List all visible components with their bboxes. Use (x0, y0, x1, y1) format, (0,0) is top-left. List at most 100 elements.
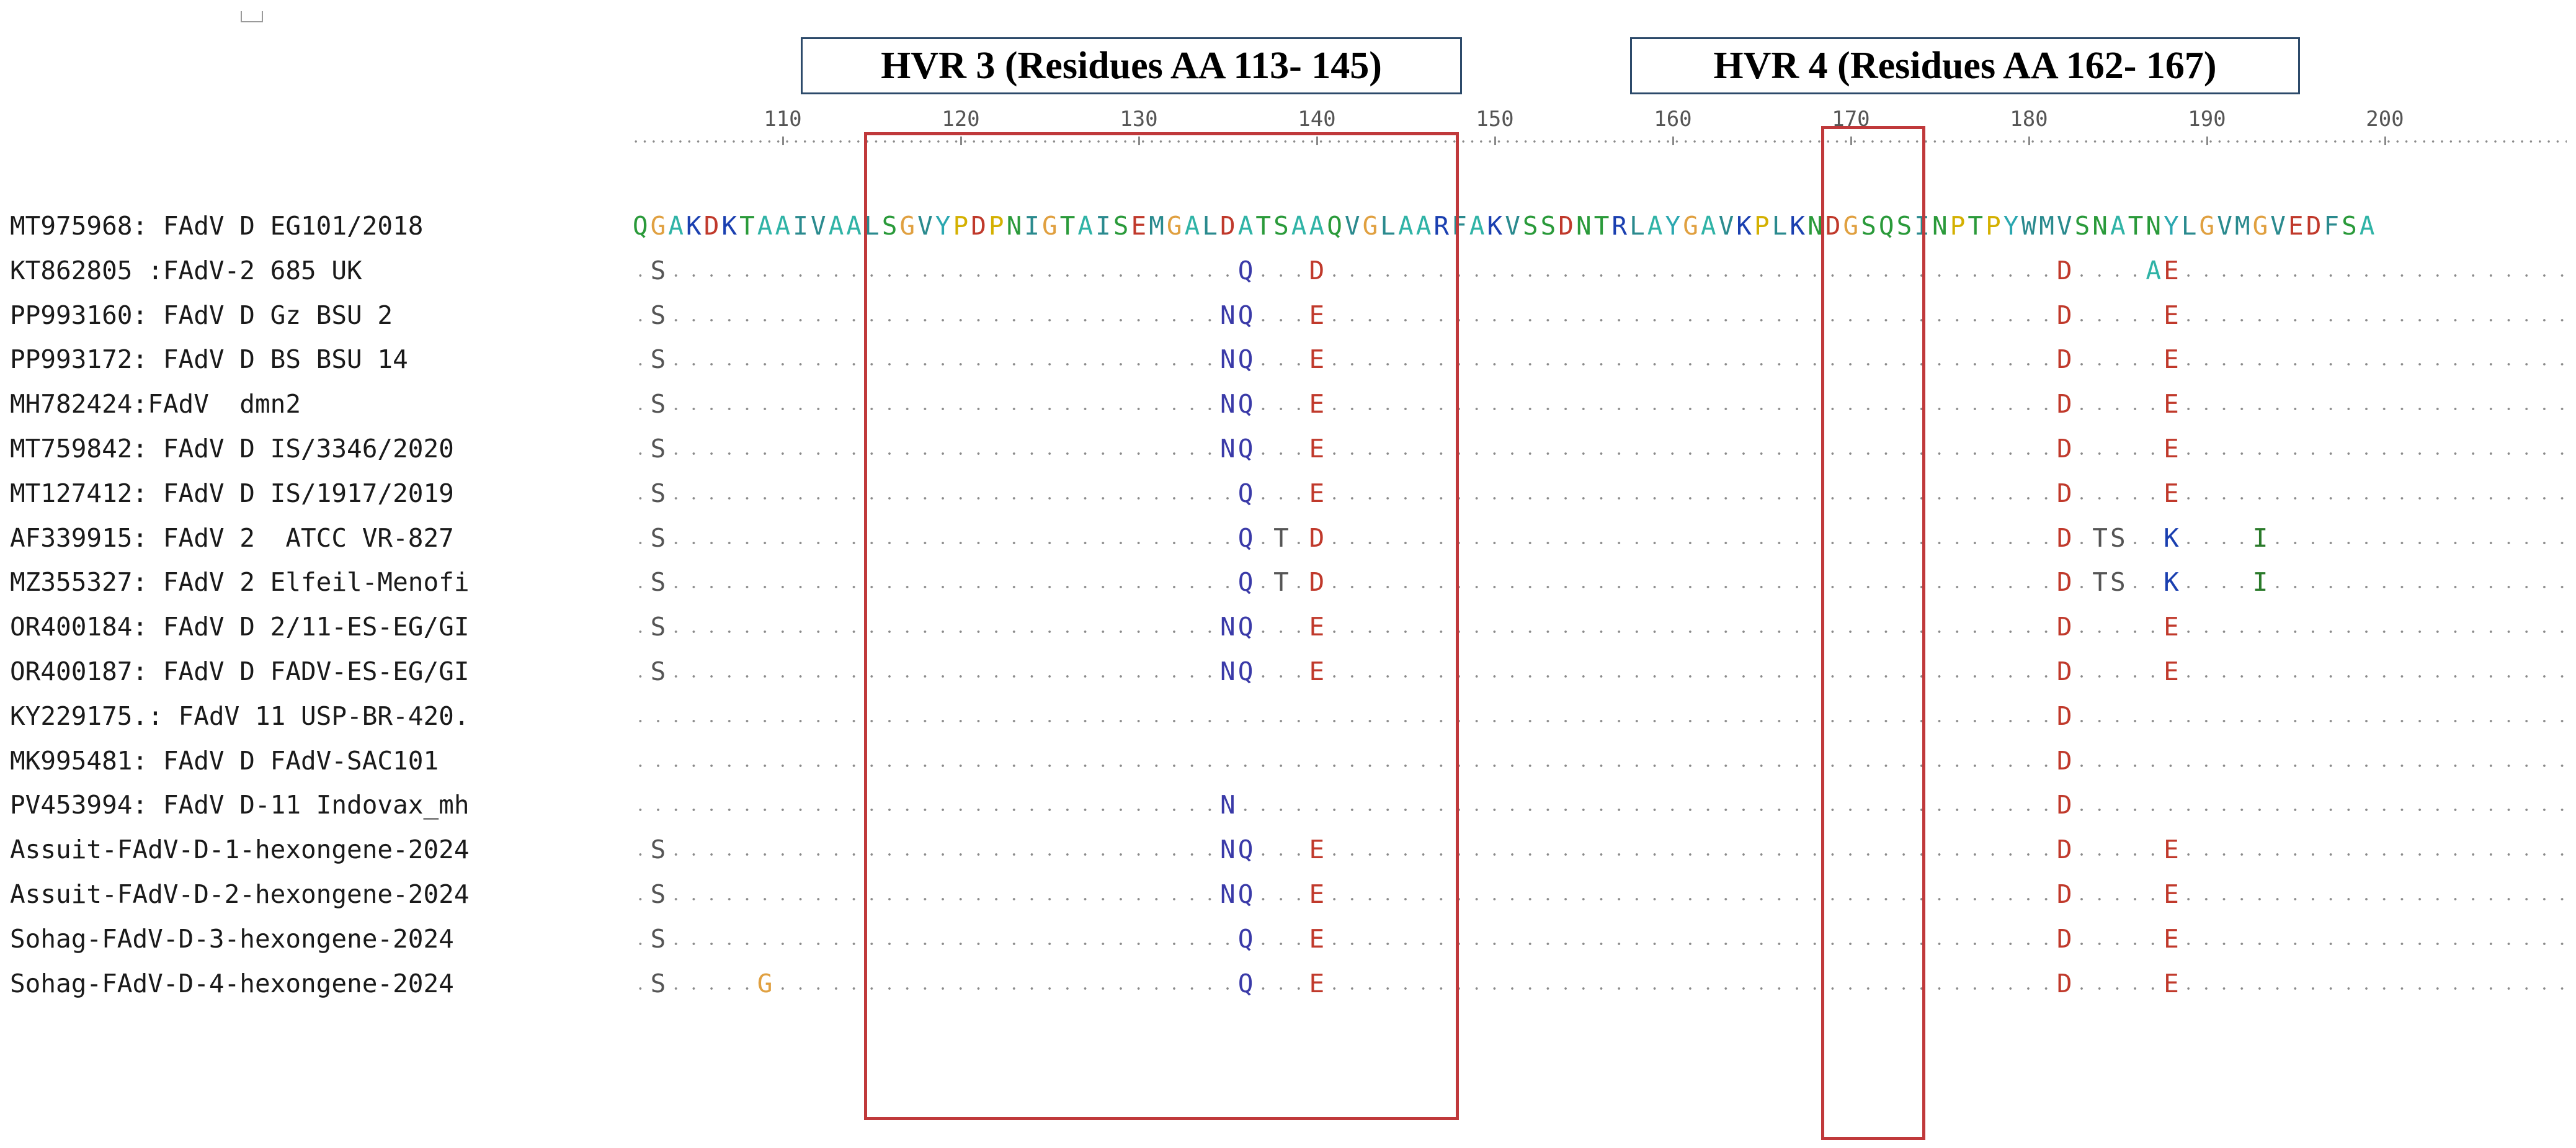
residue: A (1398, 211, 1414, 241)
residue: V (1718, 211, 1734, 241)
residue: G (1166, 211, 1182, 241)
residue: E (1309, 434, 1325, 464)
identity-dots (631, 809, 2574, 812)
residue: Y (2003, 211, 2019, 241)
residue: S (650, 434, 666, 464)
residue: N (1006, 211, 1022, 241)
residue: T (1255, 211, 1272, 241)
sequence-name: Assuit-FAdV-D-2-hexongene-2024 (10, 879, 470, 909)
dot-mask (2056, 673, 2074, 679)
residue: N (2146, 211, 2162, 241)
residue: Q (1237, 657, 1254, 686)
residue: E (1309, 835, 1325, 865)
dot-mask (1308, 451, 1326, 457)
dot-mask (649, 584, 667, 591)
position-ruler (631, 140, 2567, 143)
residue: Y (2164, 211, 2179, 241)
dot-mask (2056, 940, 2074, 947)
residue: S (2110, 522, 2126, 553)
identity-dots (631, 363, 2574, 366)
dot-mask (2056, 985, 2074, 992)
residue: E (2164, 612, 2179, 642)
sequence-name: PV453994: FAdV D-11 Indovax_mh (10, 790, 470, 820)
residue: D (2056, 389, 2072, 419)
dot-mask (2162, 361, 2180, 368)
dot-mask (649, 316, 667, 323)
dot-mask (1236, 851, 1255, 858)
dot-mask (2251, 584, 2270, 591)
residue: T (2128, 211, 2144, 241)
dot-mask (2162, 851, 2180, 858)
dot-mask (2056, 539, 2074, 546)
ruler-tick (2028, 137, 2030, 145)
identity-dots (631, 586, 2574, 589)
identity-dots (631, 496, 2574, 500)
dot-mask (1219, 451, 1237, 457)
residue: M (1149, 211, 1164, 241)
ruler-tick-label: 140 (1298, 107, 1336, 132)
residue: D (2306, 211, 2322, 241)
residue: S (1113, 211, 1129, 241)
sequence-name: OR400184: FAdV D 2/11-ES-EG/GI (10, 612, 470, 642)
residue: N (1220, 434, 1236, 464)
identity-dots (631, 942, 2574, 945)
residue: E (1309, 300, 1325, 330)
dot-mask (1219, 896, 1237, 902)
dot-mask (649, 451, 667, 457)
residue: I (1914, 211, 1930, 241)
dot-mask (1308, 584, 1326, 591)
residue: S (2342, 211, 2357, 241)
sequence-name: KY229175.: FAdV 11 USP-BR-420. (10, 701, 470, 731)
dot-mask (1219, 673, 1237, 679)
hvr3-region-box (864, 132, 1459, 1120)
residue: S (650, 389, 666, 419)
residue: E (1131, 211, 1147, 241)
residue: D (1309, 522, 1325, 553)
ruler-tick-label: 190 (2188, 107, 2226, 132)
ruler-tick-label: 160 (1654, 107, 1692, 132)
residue: D (2056, 567, 2072, 598)
dot-mask (1236, 272, 1255, 279)
residue: D (2056, 434, 2072, 464)
residue: Q (1237, 567, 1254, 598)
dot-mask (2056, 851, 2074, 858)
identity-dots (631, 408, 2574, 411)
dot-mask (2162, 985, 2180, 992)
residue: E (1309, 478, 1325, 508)
ruler-tick-label: 110 (764, 107, 802, 132)
residue: L (1202, 211, 1218, 241)
residue: A (1647, 211, 1663, 241)
residue: Q (1237, 612, 1254, 642)
residue: S (650, 344, 666, 375)
residue: E (2164, 835, 2179, 865)
residue: V (1505, 211, 1520, 241)
residue: K (721, 211, 738, 241)
dot-mask (2056, 717, 2074, 724)
residue: K (2164, 522, 2179, 553)
dot-mask (1236, 539, 1255, 546)
residue: S (1540, 211, 1556, 241)
sequence-name: AF339915: FAdV 2 ATCC VR-827 (10, 522, 454, 553)
identity-dots (631, 853, 2574, 856)
dot-mask (1219, 629, 1237, 635)
residue: Q (1327, 211, 1342, 241)
residue: Q (1237, 434, 1254, 464)
dot-mask (1308, 940, 1326, 947)
residue: E (2164, 389, 2179, 419)
dot-mask (1236, 406, 1255, 413)
residue: E (1309, 612, 1325, 642)
residue: A (2146, 255, 2162, 285)
dot-mask (2056, 316, 2074, 323)
dot-mask (1308, 539, 1326, 546)
residue: Q (1237, 300, 1254, 330)
residue: E (1309, 657, 1325, 686)
residue: G (2252, 211, 2268, 241)
dot-mask (649, 272, 667, 279)
residue: L (1380, 211, 1396, 241)
residue: K (686, 211, 702, 241)
dot-mask (2162, 629, 2180, 635)
residue: S (650, 657, 666, 686)
residue: D (2056, 923, 2072, 954)
residue: F (1451, 211, 1467, 241)
